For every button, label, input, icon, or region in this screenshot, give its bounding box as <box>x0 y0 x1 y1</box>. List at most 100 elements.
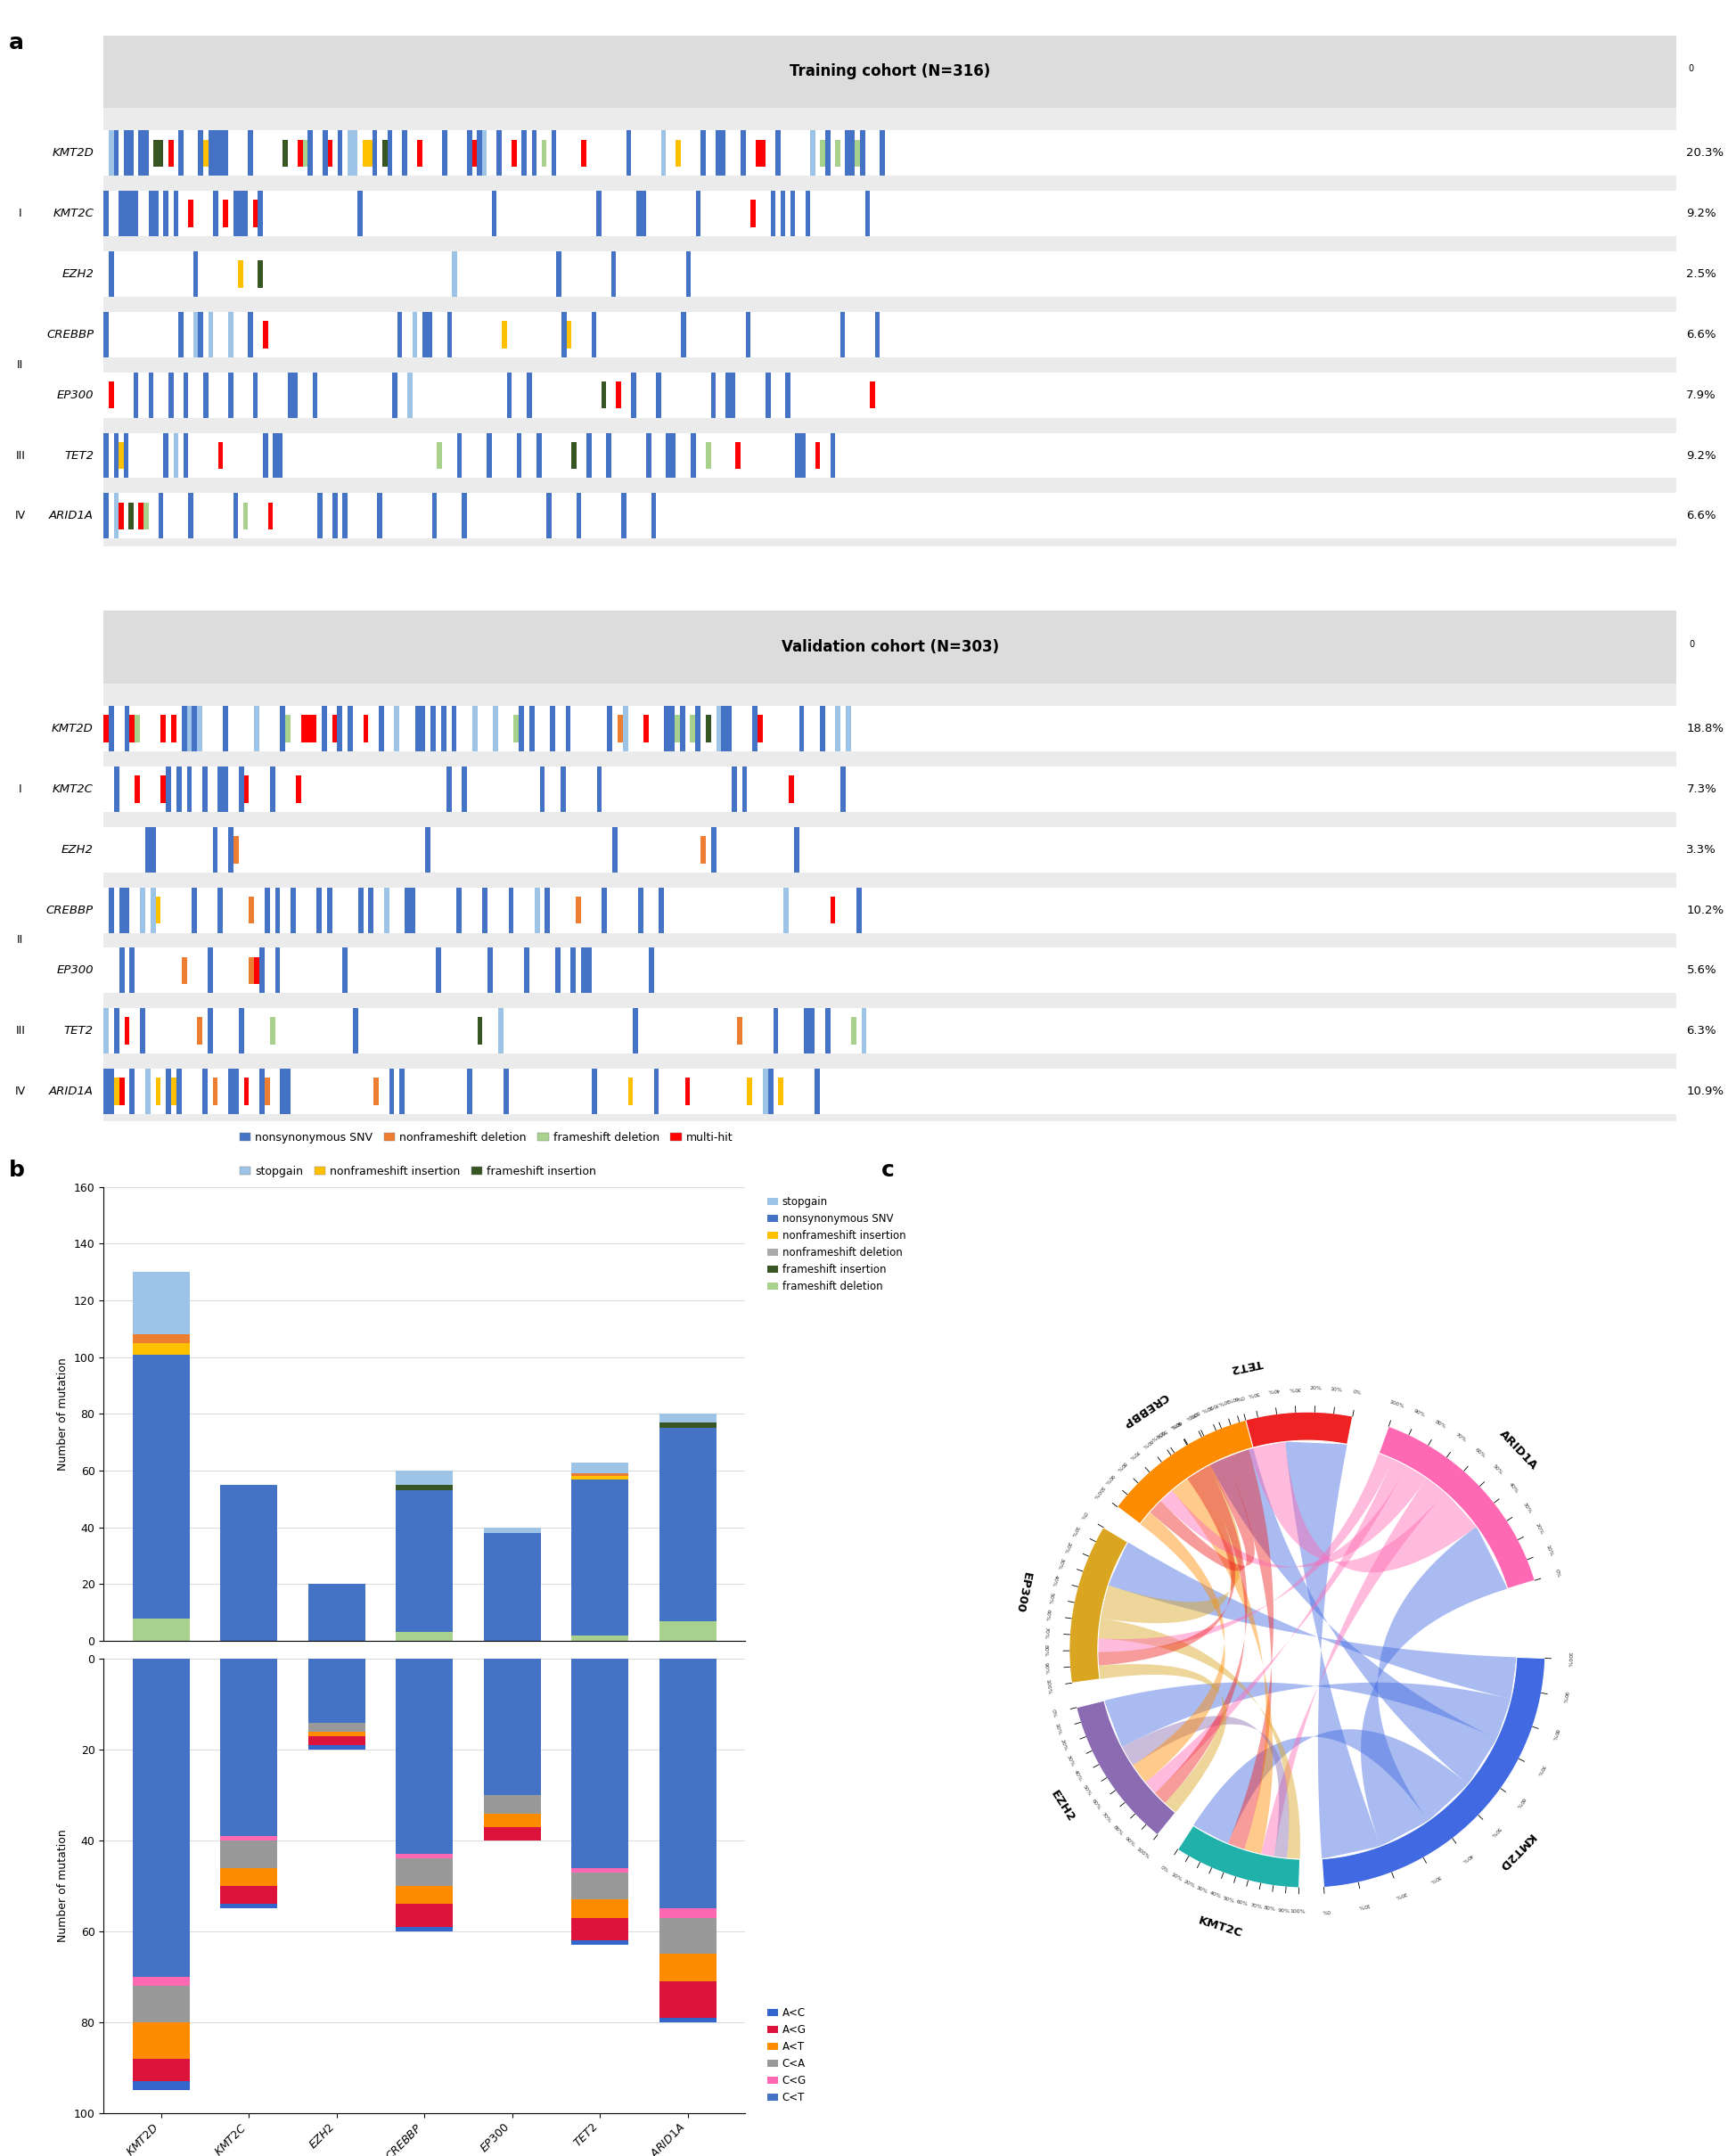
Bar <box>845 132 850 177</box>
Bar <box>150 888 156 934</box>
Bar <box>233 837 238 862</box>
Bar <box>631 373 636 418</box>
Bar <box>268 502 273 530</box>
Bar <box>658 1658 715 1908</box>
Bar <box>850 132 855 177</box>
Bar <box>138 132 143 177</box>
Bar <box>670 433 676 479</box>
Bar <box>213 192 218 237</box>
Bar <box>648 949 653 994</box>
Legend: stopgain, nonsynonymous SNV, nonframeshift insertion, nonframeshift deletion, fr: stopgain, nonsynonymous SNV, nonframeshi… <box>764 1192 911 1296</box>
Bar <box>731 768 736 813</box>
Bar <box>477 1018 482 1044</box>
Bar <box>166 768 171 813</box>
Bar <box>290 888 295 934</box>
Bar <box>119 442 124 470</box>
Bar <box>109 252 114 298</box>
Bar <box>221 1841 278 1867</box>
Bar <box>1692 888 1728 934</box>
Bar <box>586 433 591 479</box>
Bar <box>238 1009 244 1054</box>
Bar <box>263 433 268 479</box>
Bar <box>1692 705 1728 752</box>
Bar <box>746 1078 752 1106</box>
Text: 3.3%: 3.3% <box>1687 843 1716 856</box>
Bar <box>467 1069 472 1115</box>
Bar <box>109 132 114 177</box>
Bar <box>104 433 1676 479</box>
Bar <box>840 313 845 358</box>
Bar <box>199 132 204 177</box>
Text: KMT2D: KMT2D <box>1496 1830 1536 1874</box>
Text: 10%: 10% <box>1217 1397 1229 1406</box>
Text: EP300: EP300 <box>1013 1570 1033 1613</box>
Bar <box>119 192 124 237</box>
Text: KMT2D: KMT2D <box>52 722 93 735</box>
Text: 60%: 60% <box>1474 1447 1486 1460</box>
Bar <box>665 433 670 479</box>
Bar <box>114 132 119 177</box>
Text: I: I <box>19 207 22 220</box>
Bar <box>135 776 140 802</box>
Legend: stopgain, nonframeshift insertion, frameshift insertion: stopgain, nonframeshift insertion, frame… <box>235 1160 601 1181</box>
Bar <box>396 1658 453 1854</box>
Bar <box>861 1009 866 1054</box>
Text: 0%: 0% <box>1051 1708 1056 1718</box>
Text: 90%: 90% <box>1044 1662 1049 1675</box>
Text: 100%: 100% <box>1092 1485 1104 1501</box>
Bar <box>283 140 289 166</box>
Bar <box>133 1272 190 1335</box>
Text: ARID1A: ARID1A <box>1496 1427 1540 1473</box>
Bar <box>130 716 135 742</box>
Text: 70%: 70% <box>1206 1401 1220 1410</box>
Bar <box>752 705 757 752</box>
Bar <box>819 705 824 752</box>
Bar <box>562 313 567 358</box>
Bar <box>181 957 187 983</box>
Bar <box>1692 433 1728 479</box>
Text: 50%: 50% <box>1246 1391 1260 1397</box>
Bar <box>238 192 244 237</box>
Bar <box>546 494 551 539</box>
Text: 70%: 70% <box>1044 1628 1049 1639</box>
Bar <box>164 192 168 237</box>
Bar <box>726 373 731 418</box>
Bar <box>399 1069 404 1115</box>
Text: 80%: 80% <box>1115 1460 1127 1473</box>
Bar <box>159 140 164 166</box>
Bar <box>809 1009 814 1054</box>
Bar <box>104 705 1676 752</box>
Bar <box>337 705 342 752</box>
Bar <box>178 132 183 177</box>
Text: 90%: 90% <box>1277 1908 1291 1915</box>
Bar <box>715 132 721 177</box>
Bar <box>658 1427 715 1621</box>
Bar <box>572 1899 629 1917</box>
Bar <box>695 705 700 752</box>
Bar <box>572 1867 629 1871</box>
Bar <box>254 705 259 752</box>
Text: 80%: 80% <box>1434 1419 1446 1429</box>
Bar <box>565 705 570 752</box>
Bar <box>244 1078 249 1106</box>
Text: 80%: 80% <box>1187 1410 1199 1419</box>
Bar <box>641 192 646 237</box>
Bar <box>786 373 790 418</box>
Bar <box>869 382 874 410</box>
Bar <box>790 192 795 237</box>
Bar <box>674 716 679 742</box>
Bar <box>835 705 840 752</box>
Bar <box>218 442 223 470</box>
Bar <box>750 201 755 226</box>
Bar <box>114 768 119 813</box>
Bar <box>612 828 617 873</box>
Bar <box>104 252 1676 298</box>
Bar <box>154 192 159 237</box>
Bar <box>572 1871 629 1899</box>
Bar <box>534 888 539 934</box>
Bar <box>337 132 342 177</box>
Text: 7.3%: 7.3% <box>1687 783 1716 796</box>
Bar <box>285 716 290 742</box>
Text: 18.8%: 18.8% <box>1687 722 1725 735</box>
Text: 100%: 100% <box>1389 1399 1405 1408</box>
